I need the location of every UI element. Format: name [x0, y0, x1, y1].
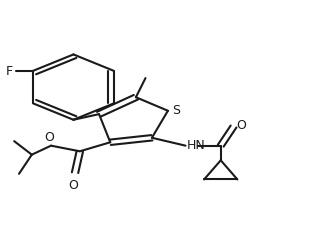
Text: O: O — [236, 118, 246, 131]
Text: O: O — [45, 130, 54, 143]
Text: HN: HN — [187, 138, 206, 151]
Text: O: O — [68, 178, 78, 191]
Text: S: S — [172, 104, 180, 117]
Text: F: F — [6, 65, 13, 78]
